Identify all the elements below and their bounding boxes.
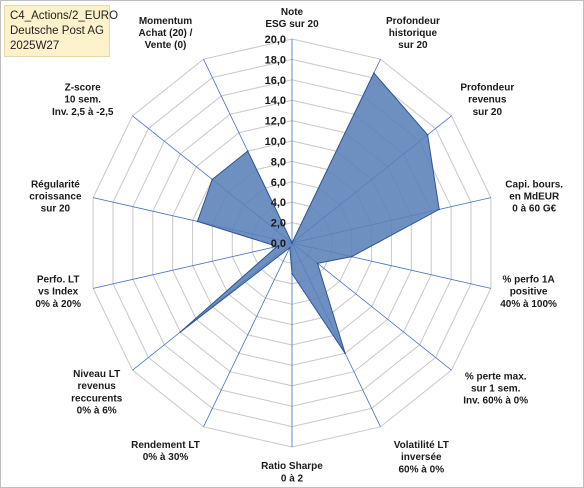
series-point-5 [316, 262, 319, 265]
axis-label-line: sur 20 [41, 204, 71, 215]
axis-label-3: Capi. bours. en MdEUR 0 à 60 G€ [505, 179, 563, 214]
spoke-5 [291, 242, 452, 371]
tick-label-0: 0,0 [271, 238, 286, 250]
series-point-1 [373, 72, 375, 74]
axis-label-13: Momentum Achat (20) / Vente (0) [139, 16, 193, 51]
axis-label-line: Note [281, 7, 304, 18]
axis-label-line: inversée [401, 452, 442, 463]
axis-label-9: Niveau LT revenus reccurents 0% à 6% [71, 369, 123, 417]
axis-label-line: Profondeur [386, 16, 440, 27]
axis-label-line: croissance [29, 192, 82, 203]
axis-label-7: Ratio Sharpe 0 à 2 [261, 461, 323, 484]
series-point-9 [179, 331, 182, 333]
axis-label-line: Capi. bours. [505, 179, 563, 190]
series-point-0 [291, 242, 293, 244]
title-box: C4_Actions/2_EURO Deutsche Post AG 2025W… [4, 5, 119, 57]
tick-label-3: 6,0 [271, 177, 286, 189]
spoke-10 [93, 242, 293, 289]
axis-label-line: Vente (0) [145, 40, 187, 51]
axis-label-6: Volatilité LT inversée 60% à 0% [394, 440, 449, 475]
series-point-2 [426, 134, 429, 136]
axis-label-5: % perte max. sur 1 sem. Inv. 60% à 0% [463, 371, 528, 406]
axis-label-line: Achat (20) / [139, 28, 193, 39]
axis-label-line: Inv. 60% à 0% [463, 396, 528, 407]
axis-label-line: revenus [468, 95, 507, 106]
tick-label-2: 4,0 [271, 197, 286, 209]
axis-label-line: 40% à 100% [500, 299, 557, 310]
series-point-12 [211, 178, 214, 181]
tick-label-7: 14,0 [265, 95, 286, 107]
series-point-13 [246, 150, 249, 152]
axis-label-line: en MdEUR [509, 192, 560, 203]
axis-label-line: 0% à 6% [77, 406, 117, 417]
axis-label-line: Rendement LT [131, 440, 200, 451]
tick-label-6: 12,0 [265, 116, 286, 128]
label-layer: Note ESG sur 20 Profondeur historique sur 20… [29, 7, 563, 485]
axis-label-line: positive [510, 287, 548, 298]
axis-label-line: Momentum [139, 16, 192, 27]
axis-label-line: historique [389, 28, 438, 39]
axis-label-2: Profondeur revenus sur 20 [460, 83, 514, 118]
tick-label-9: 18,0 [265, 54, 286, 66]
axis-label-line: % perfo 1A [502, 275, 554, 286]
series-point-8 [289, 246, 291, 249]
axis-label-line: Régularité [31, 179, 80, 190]
axis-label-line: % perte max. [465, 371, 527, 382]
tick-layer: 0,0 2,0 4,0 6,0 8,0 10,0 12,0 14,0 16,0 18,0 20,0 [265, 34, 286, 250]
axis-label-1: Profondeur historique sur 20 [386, 16, 440, 51]
axis-label-line: Volatilité LT [394, 440, 449, 451]
series-point-4 [350, 255, 353, 258]
axis-label-line: reccurents [71, 393, 123, 404]
series-point-6 [344, 352, 346, 355]
axis-label-line: 0% à 30% [143, 452, 189, 463]
axis-label-line: 10 sem. [64, 95, 101, 106]
series-point-11 [196, 220, 199, 223]
tick-label-10: 20,0 [265, 34, 286, 46]
axis-label-line: Perfo. LT [37, 275, 80, 286]
series-point-10 [276, 245, 278, 248]
axis-label-line: 60% à 0% [399, 464, 445, 475]
axis-label-line: sur 20 [473, 107, 503, 118]
axis-label-10: Perfo. LT vs Index 0% à 20% [35, 275, 81, 310]
axis-label-0: Note ESG sur 20 [265, 7, 319, 30]
series-layer [179, 72, 441, 355]
title-line-3: 2025W27 [10, 40, 60, 52]
spoke-8 [203, 242, 293, 427]
axis-label-line: vs Index [38, 287, 78, 298]
axis-label-line: Ratio Sharpe [261, 461, 323, 472]
axis-label-line: Inv. 2,5 à -2,5 [52, 107, 114, 118]
axis-label-line: sur 1 sem. [471, 384, 521, 395]
axis-label-line: sur 20 [398, 40, 428, 51]
axis-label-line: Profondeur [460, 83, 514, 94]
axis-label-line: revenus [78, 381, 117, 392]
tick-label-1: 2,0 [271, 218, 286, 230]
tick-label-5: 10,0 [265, 136, 286, 148]
series-point-7 [291, 272, 293, 275]
axis-label-line: 0% à 20% [35, 299, 81, 310]
title-line-2: Deutsche Post AG [10, 25, 104, 37]
axis-label-line: 0 à 2 [281, 473, 304, 484]
axis-label-line: Niveau LT [73, 369, 120, 380]
tick-label-8: 16,0 [265, 75, 286, 87]
axis-label-8: Rendement LT 0% à 30% [131, 440, 200, 463]
series-area [180, 72, 440, 354]
series-point-3 [438, 208, 441, 211]
axis-label-4: % perfo 1A positive 40% à 100% [500, 275, 557, 310]
axis-label-line: 0 à 60 G€ [512, 204, 556, 215]
axis-label-11: Régularité croissance sur 20 [29, 179, 82, 214]
title-line-1: C4_Actions/2_EURO [10, 10, 119, 22]
tick-label-4: 8,0 [271, 156, 286, 168]
axis-label-line: ESG sur 20 [265, 19, 319, 30]
axis-label-12: Z-score 10 sem. Inv. 2,5 à -2,5 [52, 83, 114, 118]
axis-label-line: Z-score [65, 83, 102, 94]
